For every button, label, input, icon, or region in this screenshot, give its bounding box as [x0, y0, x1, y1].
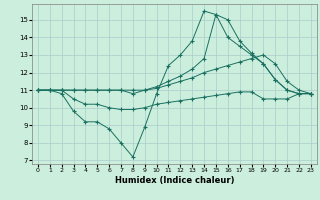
- X-axis label: Humidex (Indice chaleur): Humidex (Indice chaleur): [115, 176, 234, 185]
